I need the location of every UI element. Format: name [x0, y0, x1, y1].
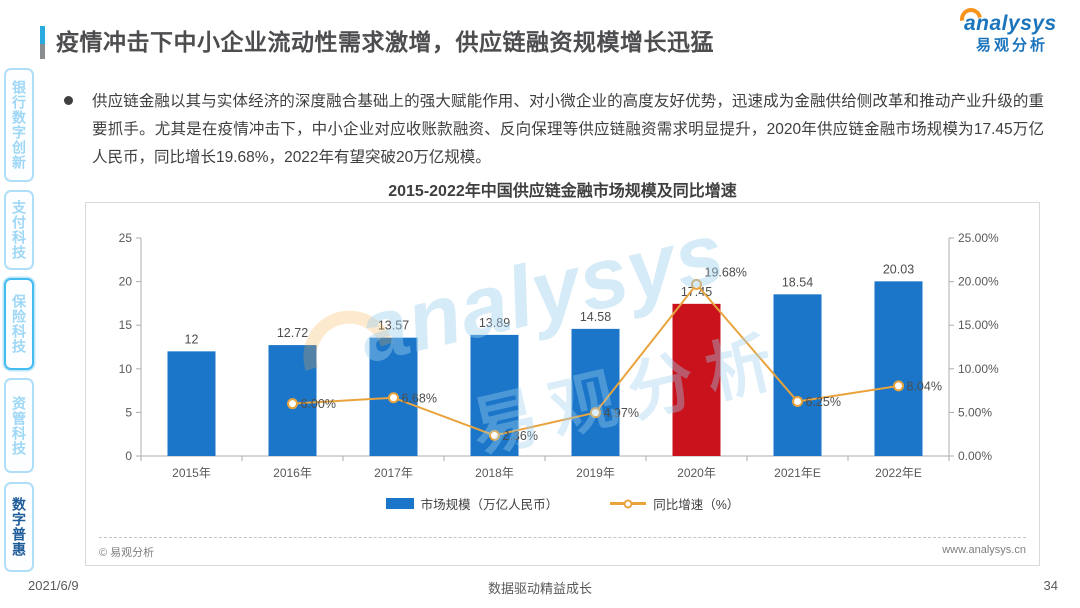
footer-slogan: 数据驱动精益成长: [487, 581, 592, 596]
growth-value-label: 4.97%: [604, 406, 639, 420]
bullet-icon: [64, 96, 73, 105]
x-axis-label: 2015年: [172, 466, 211, 480]
growth-point: [893, 380, 904, 392]
sidebar-tab-banking-digital-innovation[interactable]: 银行数字创新: [4, 68, 34, 182]
line-marker-icon: [623, 499, 633, 508]
growth-value-label: 6.00%: [301, 397, 336, 411]
market-size-bar: [773, 294, 822, 456]
x-axis-label: 2017年: [374, 466, 413, 480]
growth-point: [489, 429, 500, 441]
legend-label-market-size: 市场规模（万亿人民币）: [420, 498, 559, 512]
left-axis-tick: 15: [119, 318, 133, 332]
bar-value-label: 18.54: [782, 275, 813, 289]
right-axis-tick: 15.00%: [958, 318, 999, 332]
growth-point: [792, 396, 803, 407]
x-axis-label: 2021年E: [774, 466, 821, 480]
growth-value-label: 8.04%: [907, 379, 942, 393]
bar-value-label: 13.57: [378, 319, 409, 333]
footer-date: 2021/6/9: [28, 578, 79, 593]
growth-point: [287, 398, 298, 410]
bar-value-label: 14.58: [580, 310, 611, 324]
logo-brand-text: analysys: [964, 12, 1057, 35]
right-axis-tick: 10.00%: [958, 362, 999, 376]
legend-item-market-size: 市场规模（万亿人民币）: [385, 494, 559, 513]
footer-page-number: 34: [1043, 578, 1058, 593]
summary-paragraph: 供应链金融以其与实体经济的深度融合基础上的强大赋能作用、对小微企业的高度友好优势…: [92, 93, 1044, 166]
market-size-bar: [672, 303, 721, 456]
bar-value-label: 12.72: [277, 326, 308, 340]
market-size-bar: [167, 351, 216, 456]
combo-chart: 0 5 10 15 20 25 0.00% 5.00% 10.00% 15.00% 20.00% 25…: [119, 231, 999, 480]
growth-point: [691, 278, 702, 290]
growth-value-label: 6.68%: [402, 391, 437, 405]
legend-label-growth-rate: 同比增速（%）: [653, 498, 740, 512]
right-axis-tick: 5.00%: [958, 405, 992, 419]
growth-value-label: 6.25%: [806, 395, 841, 409]
x-axis-label: 2022年E: [875, 466, 922, 480]
x-axis-label: 2018年: [475, 466, 514, 480]
sidebar-tab-payment-tech[interactable]: 支付科技: [4, 190, 34, 270]
chart-card: 0 5 10 15 20 25 0.00% 5.00% 10.00% 15.00% 20.00% 25…: [85, 202, 1040, 566]
analysys-logo: analysys 易观分析: [954, 3, 1072, 55]
left-axis-tick: 5: [125, 405, 132, 419]
chart-legend: 市场规模（万亿人民币） 同比增速（%）: [86, 494, 1039, 513]
line-swatch-icon: [610, 499, 647, 508]
growth-value-label: 2.36%: [503, 429, 538, 443]
growth-value-label: 19.68%: [705, 265, 747, 279]
bar-value-label: 13.89: [479, 316, 510, 330]
left-axis-tick: 10: [119, 362, 133, 376]
growth-point: [388, 392, 399, 404]
right-axis-tick: 20.00%: [958, 275, 999, 289]
logo-brand-chinese: 易观分析: [976, 37, 1049, 54]
x-axis-label: 2020年: [677, 466, 716, 480]
sidebar-tab-asset-management-tech[interactable]: 资管科技: [4, 378, 34, 473]
left-axis-tick: 25: [119, 231, 133, 245]
sidebar-tab-digital-inclusion-active[interactable]: 数字普惠: [4, 482, 34, 572]
bar-value-label: 12: [185, 332, 199, 346]
bar-value-label: 20.03: [883, 262, 914, 276]
market-size-bar: [874, 281, 923, 456]
growth-point: [590, 407, 601, 419]
x-axis-label: 2019年: [576, 466, 615, 480]
chart-website: www.analysys.cn: [942, 544, 1026, 556]
page-title: 疫情冲击下中小企业流动性需求激增，供应链融资规模增长迅猛: [56, 29, 714, 55]
right-axis-tick: 0.00%: [958, 449, 992, 463]
right-axis-tick: 25.00%: [958, 231, 999, 245]
sidebar-tab-insurance-tech[interactable]: 保险科技: [4, 278, 34, 370]
title-accent-bar: [40, 26, 45, 59]
left-axis-tick: 20: [119, 275, 133, 289]
chart-title: 2015-2022年中国供应链金融市场规模及同比增速: [388, 183, 737, 200]
x-axis-label: 2016年: [273, 466, 312, 480]
chart-copyright: © 易观分析: [99, 547, 155, 559]
legend-item-growth-rate: 同比增速（%）: [610, 494, 739, 513]
left-axis-tick: 0: [125, 449, 132, 463]
card-divider: [99, 537, 1026, 538]
bar-swatch-icon: [385, 498, 414, 509]
